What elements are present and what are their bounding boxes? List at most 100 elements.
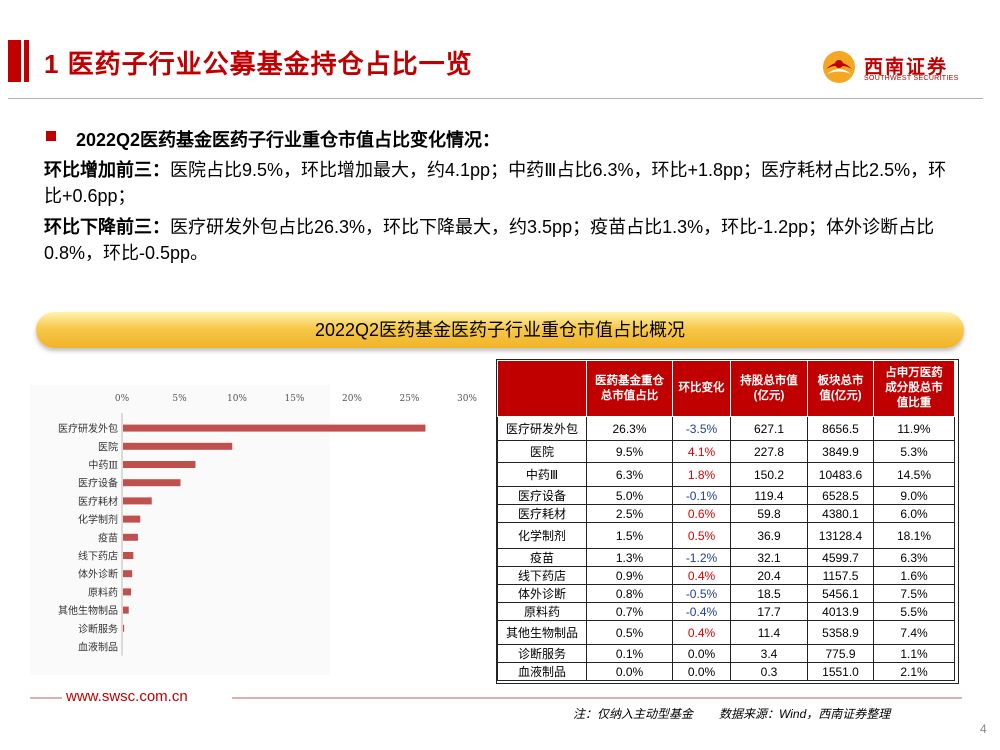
increase-label: 环比增加前三： [44, 160, 170, 180]
table-cell: 6528.5 [807, 486, 874, 505]
table-cell: 5358.9 [807, 620, 874, 645]
table-cell: 1551.0 [807, 662, 874, 681]
bar [123, 624, 125, 632]
page-title: 1 医药子行业公募基金持仓占比一览 [44, 49, 473, 79]
category-label: 疫苗 [98, 531, 118, 544]
chart-background [30, 385, 330, 675]
row-label-cell: 原料药 [497, 602, 587, 621]
banner-title: 2022Q2医药基金医药子行业重仓市值占比概况 [314, 320, 686, 340]
table-cell: 4380.1 [807, 504, 874, 523]
table-cell: 5.5% [873, 602, 955, 621]
decrease-text: 医疗研发外包占比26.3%，环比下降最大，约3.5pp；疫苗占比1.3%，环比-… [44, 217, 935, 263]
table-cell: 0.7% [586, 602, 673, 621]
table-cell: 4.1% [672, 440, 731, 463]
table-row: 医疗研发外包 26.3% -3.5% 627.1 8656.5 11.9% [497, 416, 955, 441]
table-cell: 5456.1 [807, 584, 874, 603]
bar [123, 606, 129, 614]
category-label: 线下药店 [78, 550, 118, 563]
table-header-cell: 持股总市值 (亿元) [730, 360, 808, 417]
table-cell: 2.5% [586, 504, 673, 523]
bar [123, 442, 233, 450]
row-label-cell: 体外诊断 [497, 584, 587, 603]
table-cell: 2.1% [873, 662, 955, 681]
bar-chart: 0% 5% 10% 15% 20% 25% 30% 医疗研发外包 医院 中药Ⅲ 医疗设备 医疗耗材 化学… [30, 385, 480, 675]
page-number: 4 [980, 722, 987, 736]
table-cell: 775.9 [807, 644, 874, 663]
table-cell: 5.3% [873, 440, 955, 463]
table-row: 医疗耗材 2.5% 0.6% 59.8 4380.1 6.0% [497, 504, 955, 523]
table-cell: 9.0% [873, 486, 955, 505]
bar [123, 588, 132, 596]
row-label-cell: 医疗耗材 [497, 504, 587, 523]
table-cell: 7.5% [873, 584, 955, 603]
category-label: 中药Ⅲ [88, 459, 118, 472]
table-cell: 1157.5 [807, 566, 874, 585]
table-cell: 6.3% [586, 462, 673, 487]
table-cell: 3849.9 [807, 440, 874, 463]
footer-notes: 注：仅纳入主动型基金 数据来源：Wind，西南证券整理 [573, 705, 916, 722]
table-row: 线下药店 0.9% 0.4% 20.4 1157.5 1.6% [497, 566, 955, 585]
table-cell: -0.1% [672, 486, 731, 505]
increase-paragraph: 环比增加前三：医院占比9.5%，环比增加最大，约4.1pp；中药Ⅲ占比6.3%，… [44, 157, 949, 209]
table-cell: 627.1 [730, 416, 808, 441]
bar [123, 570, 133, 578]
footer-note: 注：仅纳入主动型基金 [573, 707, 694, 721]
table-cell: 1.1% [873, 644, 955, 663]
table-row: 医院 9.5% 4.1% 227.8 3849.9 5.3% [497, 440, 955, 463]
footer-rule [232, 697, 962, 699]
category-label: 医疗研发外包 [58, 422, 118, 435]
table-row: 原料药 0.7% -0.4% 17.7 4013.9 5.5% [497, 602, 955, 621]
category-label: 其他生物制品 [58, 604, 118, 617]
row-label-cell: 其他生物制品 [497, 620, 587, 645]
category-label: 诊断服务 [78, 622, 118, 635]
summary-heading: 2022Q2医药基金医药子行业重仓市值占比变化情况： [76, 130, 501, 150]
category-label: 医院 [98, 440, 118, 453]
row-label-cell: 医疗设备 [497, 486, 587, 505]
bar [123, 552, 134, 559]
title-accent-bar-thin [24, 40, 29, 82]
increase-text: 医院占比9.5%，环比增加最大，约4.1pp；中药Ⅲ占比6.3%，环比+1.8p… [44, 160, 947, 206]
table-cell: 36.9 [730, 522, 808, 549]
x-tick-label: 30% [457, 394, 477, 404]
category-label: 化学制剂 [78, 513, 118, 526]
table-cell: 13128.4 [807, 522, 874, 549]
table-cell: 4599.7 [807, 548, 874, 567]
table-cell: 3.4 [730, 644, 808, 663]
table-cell: -1.2% [672, 548, 731, 567]
table-row: 疫苗 1.3% -1.2% 32.1 4599.7 6.3% [497, 548, 955, 567]
table-cell: 0.5% [586, 620, 673, 645]
table-cell: 0.6% [672, 504, 731, 523]
table-cell: 6.3% [873, 548, 955, 567]
table-cell: 5.0% [586, 486, 673, 505]
logo-sun-icon [823, 51, 855, 83]
bullet-marker [46, 131, 56, 141]
row-label-cell: 医疗研发外包 [497, 416, 587, 441]
bar [123, 497, 152, 505]
table-cell: 0.0% [586, 662, 673, 681]
row-label-cell: 疫苗 [497, 548, 587, 567]
x-tick-label: 25% [399, 394, 419, 404]
table-cell: 26.3% [586, 416, 673, 441]
x-tick-label: 10% [227, 394, 247, 404]
table-cell: 9.5% [586, 440, 673, 463]
table-cell: 7.4% [873, 620, 955, 645]
table-row: 血液制品 0.0% 0.0% 0.3 1551.0 2.1% [497, 662, 955, 681]
bar [123, 424, 426, 432]
section-banner: 2022Q2医药基金医药子行业重仓市值占比概况 [36, 312, 964, 348]
row-label-cell: 诊断服务 [497, 644, 587, 663]
table-cell: 150.2 [730, 462, 808, 487]
table-header-cell: 板块总市 值(亿元) [807, 360, 874, 417]
table-cell: 119.4 [730, 486, 808, 505]
table-cell: 0.4% [672, 566, 731, 585]
table-row: 中药Ⅲ 6.3% 1.8% 150.2 10483.6 14.5% [497, 462, 955, 487]
decrease-label: 环比下降前三： [44, 217, 170, 237]
bar [123, 461, 196, 468]
table-cell: 14.5% [873, 462, 955, 487]
footer-url[interactable]: www.swsc.com.cn [66, 688, 188, 705]
x-tick-label: 5% [172, 394, 187, 404]
table-cell: 0.4% [672, 620, 731, 645]
table-cell: 1.3% [586, 548, 673, 567]
logo-name: 西南证券 [864, 56, 949, 78]
category-label: 医疗耗材 [78, 495, 118, 508]
